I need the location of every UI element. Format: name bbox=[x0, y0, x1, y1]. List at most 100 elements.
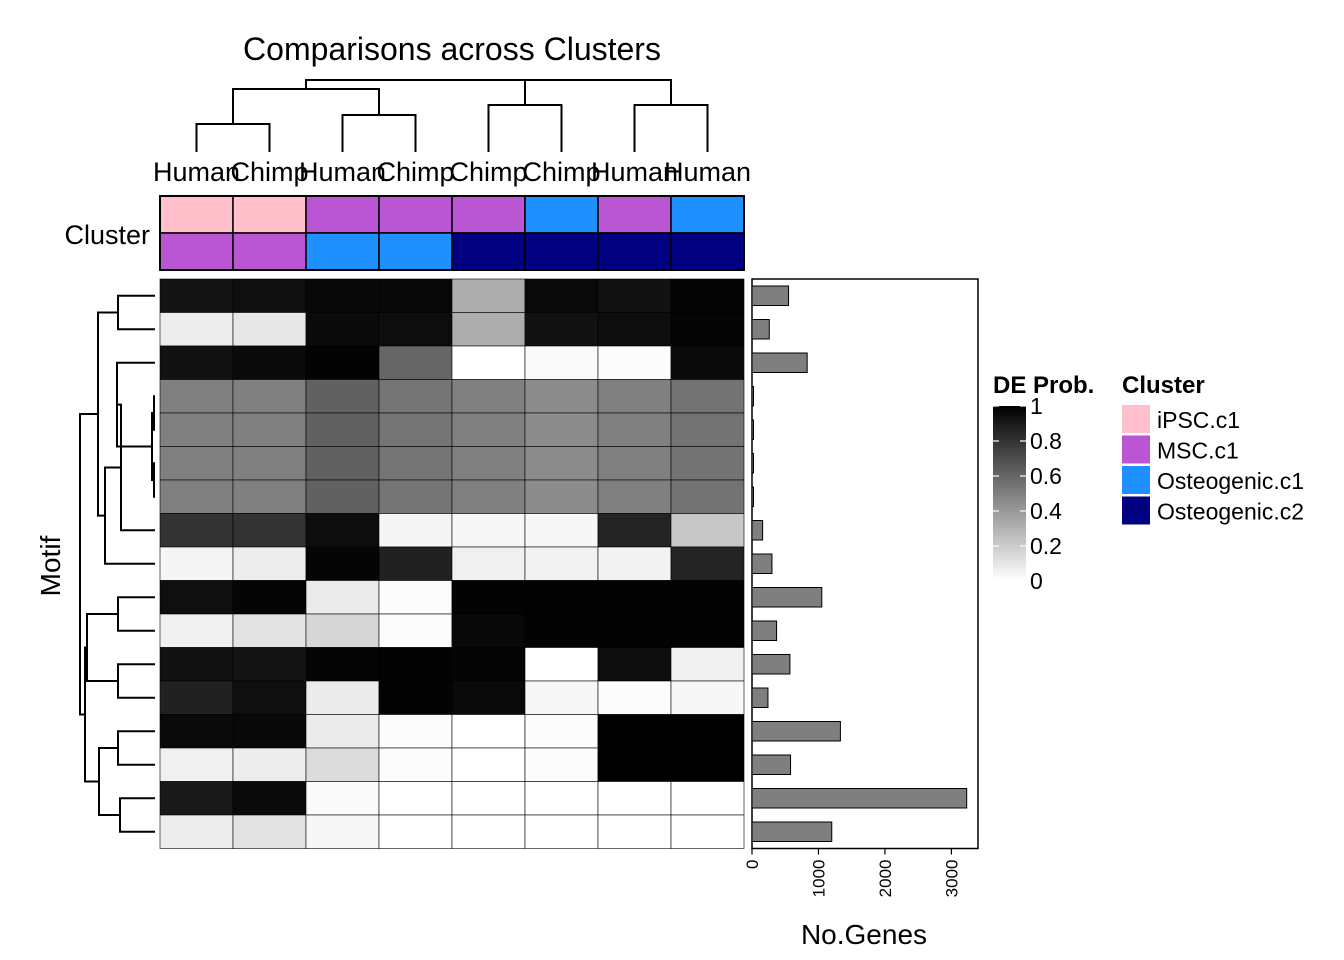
row-dendrogram-branch bbox=[117, 596, 155, 632]
colorbar-tick-label: 0.6 bbox=[1030, 463, 1062, 489]
bar bbox=[751, 754, 792, 775]
heatmap-cell bbox=[159, 613, 234, 648]
heatmap-cell bbox=[305, 312, 380, 347]
heatmap-cell bbox=[232, 714, 307, 749]
bar-axis-tick-label: 1000 bbox=[809, 860, 828, 898]
heatmap-cell bbox=[159, 680, 234, 715]
heatmap-cell bbox=[597, 278, 672, 313]
bar bbox=[751, 821, 833, 842]
heatmap-cell bbox=[305, 680, 380, 715]
heatmap-cell bbox=[305, 613, 380, 648]
heatmap-cell bbox=[597, 412, 672, 447]
heatmap-cell bbox=[451, 747, 526, 782]
cluster-annotation-cell bbox=[597, 195, 672, 234]
colorbar-tick-label: 0.8 bbox=[1030, 428, 1062, 454]
heatmap-cell bbox=[597, 580, 672, 615]
heatmap-cell bbox=[232, 345, 307, 380]
heatmap-cell bbox=[524, 412, 599, 447]
column-label: Chimp bbox=[522, 157, 600, 187]
heatmap-cell bbox=[378, 379, 453, 414]
heatmap-cell bbox=[378, 781, 453, 816]
bar-axis-tick-label: 2000 bbox=[876, 860, 895, 898]
heatmap-cell bbox=[451, 513, 526, 548]
row-dendrogram-branch bbox=[97, 311, 118, 517]
row-dendrogram-branch bbox=[117, 403, 155, 532]
heatmap-cell bbox=[305, 479, 380, 514]
heatmap-cell bbox=[305, 714, 380, 749]
cluster-annotation-cell bbox=[451, 195, 526, 234]
heatmap-cell bbox=[232, 312, 307, 347]
row-dendrogram-branch bbox=[86, 613, 118, 682]
heatmap-cell bbox=[524, 546, 599, 581]
heatmap-cell bbox=[378, 680, 453, 715]
row-dendrogram-branch bbox=[104, 466, 155, 565]
heatmap-cell bbox=[305, 580, 380, 615]
column-label: Chimp bbox=[230, 157, 308, 187]
heatmap-cell bbox=[305, 647, 380, 682]
bar-panel-frame bbox=[751, 278, 979, 850]
heatmap-cell bbox=[597, 312, 672, 347]
heatmap-cell bbox=[159, 513, 234, 548]
colorbar-title: DE Prob. bbox=[993, 372, 1094, 399]
heatmap-cell bbox=[524, 513, 599, 548]
heatmap-cell bbox=[451, 613, 526, 648]
heatmap-cell bbox=[159, 312, 234, 347]
heatmap-cell bbox=[305, 446, 380, 481]
column-label: Chimp bbox=[376, 157, 454, 187]
heatmap-cell bbox=[159, 446, 234, 481]
heatmap-cell bbox=[597, 647, 672, 682]
heatmap-cell bbox=[159, 412, 234, 447]
cluster-annotation-cell bbox=[159, 232, 234, 271]
heatmap-cell bbox=[670, 278, 745, 313]
column-dendrogram-branch bbox=[487, 104, 563, 152]
cluster-legend: iPSC.c1 MSC.c1 Osteogenic.c1 Osteogenic.c2 bbox=[1122, 405, 1304, 525]
heatmap-cell bbox=[670, 781, 745, 816]
colorbar bbox=[993, 406, 1026, 581]
column-dendrogram bbox=[195, 79, 709, 152]
row-dendrogram-branch bbox=[116, 361, 155, 448]
heatmap-cell bbox=[670, 747, 745, 782]
row-dendrogram-branch bbox=[119, 797, 155, 833]
heatmap-cell bbox=[524, 580, 599, 615]
heatmap-cell bbox=[378, 446, 453, 481]
heatmap-cell bbox=[378, 647, 453, 682]
cluster-annotation-cell bbox=[670, 195, 745, 234]
column-label: Human bbox=[664, 157, 751, 187]
column-dendrogram-branch bbox=[524, 79, 672, 105]
cluster-annotation-cell bbox=[597, 232, 672, 271]
heatmap-cell bbox=[524, 714, 599, 749]
heatmap-cell bbox=[451, 814, 526, 849]
row-dendrogram-branch bbox=[117, 294, 155, 331]
row-dendrogram-branch bbox=[79, 413, 98, 716]
cluster-annotation-cell bbox=[305, 195, 380, 234]
heatmap-cell bbox=[597, 747, 672, 782]
heatmap-cell bbox=[378, 513, 453, 548]
heatmap-cell bbox=[670, 513, 745, 548]
heatmap-cell bbox=[305, 278, 380, 313]
heatmap-cell bbox=[378, 479, 453, 514]
heatmap-cell bbox=[597, 379, 672, 414]
column-label: Human bbox=[153, 157, 240, 187]
heatmap-cell bbox=[232, 814, 307, 849]
heatmap-cell bbox=[159, 781, 234, 816]
heatmap-cell bbox=[378, 814, 453, 849]
heatmap-cell bbox=[597, 513, 672, 548]
heatmap-cell bbox=[670, 814, 745, 849]
cluster-legend-title: Cluster bbox=[1122, 372, 1205, 399]
cluster-annotation-cell bbox=[524, 195, 599, 234]
colorbar-tick-label: 0.2 bbox=[1030, 533, 1062, 559]
bar-x-axis-label: No.Genes bbox=[801, 919, 927, 950]
bar bbox=[751, 486, 754, 507]
heatmap-cell bbox=[232, 747, 307, 782]
heatmap-cell bbox=[378, 278, 453, 313]
colorbar-ticks: 1 0.8 0.6 0.4 0.2 0 bbox=[993, 393, 1062, 594]
bar bbox=[751, 587, 823, 608]
cluster-legend-label: Osteogenic.c1 bbox=[1157, 468, 1304, 494]
bar bbox=[751, 553, 773, 574]
heatmap-cell bbox=[378, 714, 453, 749]
heatmap-cell bbox=[597, 446, 672, 481]
heatmap-cell bbox=[670, 580, 745, 615]
heatmap-cell bbox=[524, 379, 599, 414]
heatmap-cell bbox=[232, 278, 307, 313]
